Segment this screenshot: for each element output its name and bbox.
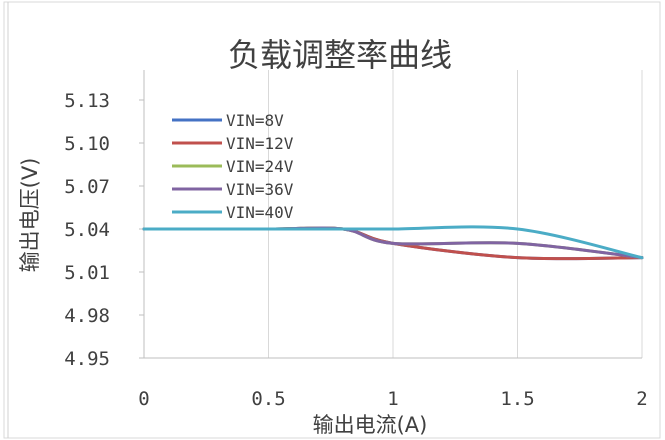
x-tick-label: 1: [387, 388, 398, 410]
y-axis-title: 输出电压(V): [18, 158, 42, 273]
y-tick-label: 5.07: [64, 176, 110, 198]
y-tick-label: 5.04: [64, 219, 110, 241]
chart-title: 负载调整率曲线: [228, 36, 452, 74]
legend-label: VIN=24V: [226, 157, 294, 176]
y-tick-label: 4.98: [64, 305, 110, 327]
y-tick-label: 5.01: [64, 262, 110, 284]
x-tick-label: 1.5: [500, 388, 534, 410]
legend-label: VIN=40V: [226, 203, 294, 222]
x-axis-title: 输出电流(A): [313, 413, 428, 437]
series-line-5: [142, 225, 644, 260]
x-tick-label: 0.5: [251, 388, 285, 410]
y-tick-label: 5.10: [64, 133, 110, 155]
y-tick-label: 5.13: [64, 90, 110, 112]
series-lines: [142, 225, 644, 261]
gridlines: [268, 70, 643, 358]
legend-label: VIN=36V: [226, 180, 294, 199]
x-tick-label: 0: [138, 388, 149, 410]
legend-label: VIN=8V: [226, 111, 284, 130]
axes: 4.95 4.98 5.01 5.04 5.07 5.10 5.13 0 0.5 1 1.5 2: [64, 70, 648, 410]
x-tick-label: 2: [636, 388, 647, 410]
legend: VIN=8V VIN=12V VIN=24V VIN=36V VIN=40V: [172, 111, 294, 222]
legend-label: VIN=12V: [226, 134, 294, 153]
chart-border: [3, 1, 661, 439]
y-tick-label: 4.95: [64, 348, 110, 370]
